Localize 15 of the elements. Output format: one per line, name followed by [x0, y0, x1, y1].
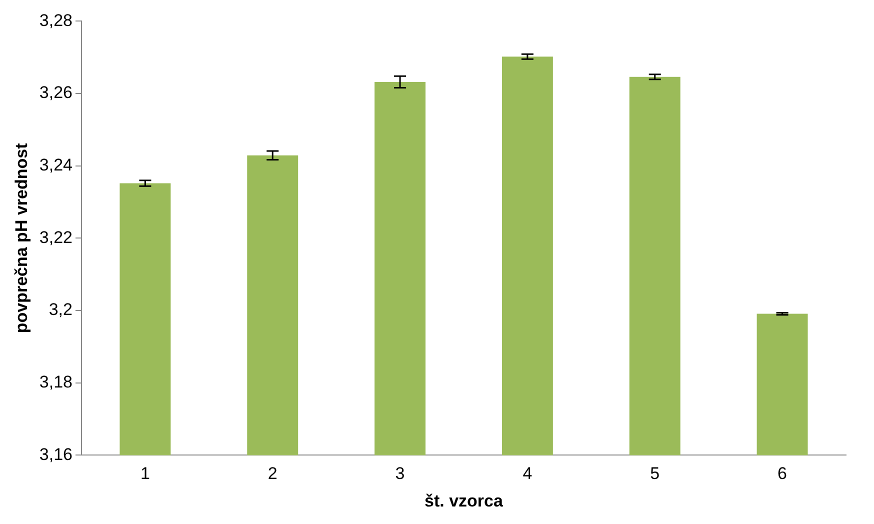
y-tick-label: 3,16: [39, 444, 72, 464]
x-tick-label: 5: [650, 464, 660, 484]
x-tick-label: 1: [140, 464, 150, 484]
x-tick-label: 6: [778, 464, 788, 484]
x-axis-title: št. vzorca: [424, 491, 504, 510]
x-tick-label: 3: [395, 464, 405, 484]
y-tick-label: 3,2: [48, 300, 72, 320]
x-tick-label: 2: [268, 464, 278, 484]
y-axis-title: povprečna pH vrednost: [12, 142, 31, 334]
y-tick-label: 3,24: [39, 156, 72, 175]
y-tick-label: 3,26: [39, 83, 72, 102]
y-tick-label: 3,22: [39, 228, 72, 247]
x-tick-label: 4: [522, 464, 532, 484]
y-tick-label: 3,28: [39, 10, 72, 30]
y-tick-label: 3,18: [39, 372, 72, 392]
